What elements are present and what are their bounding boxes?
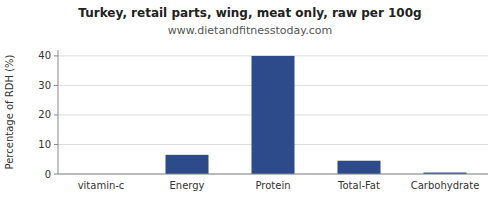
y-tick — [54, 55, 58, 56]
y-tick — [54, 85, 58, 86]
bars — [166, 56, 467, 174]
y-tick-label: 40 — [38, 50, 51, 61]
bar — [166, 155, 209, 174]
subtitle: www.dietandfitnesstoday.com — [168, 24, 332, 37]
chart-svg: Turkey, retail parts, wing, meat only, r… — [0, 0, 500, 200]
grid-line — [58, 174, 488, 175]
y-tick — [54, 114, 58, 115]
x-tick-label: Carbohydrate — [411, 180, 480, 191]
y-tick — [54, 174, 58, 175]
chart-container: Turkey, retail parts, wing, meat only, r… — [0, 0, 500, 200]
y-tick-label: 10 — [38, 139, 51, 150]
y-tick-label: 30 — [38, 80, 51, 91]
y-axis-label: Percentage of RDH (%) — [4, 54, 15, 169]
title: Turkey, retail parts, wing, meat only, r… — [78, 6, 421, 20]
y-tick — [54, 144, 58, 145]
bar — [338, 161, 381, 174]
x-tick-label: Total-Fat — [337, 180, 380, 191]
x-tick-label: vitamin-c — [78, 180, 125, 191]
y-tick-label: 0 — [45, 169, 51, 180]
bar — [252, 56, 295, 174]
x-tick-label: Energy — [169, 180, 204, 191]
y-axis-line — [58, 50, 59, 174]
x-axis-line — [58, 174, 488, 175]
x-tick-label: Protein — [255, 180, 290, 191]
y-tick-label: 20 — [38, 109, 51, 120]
